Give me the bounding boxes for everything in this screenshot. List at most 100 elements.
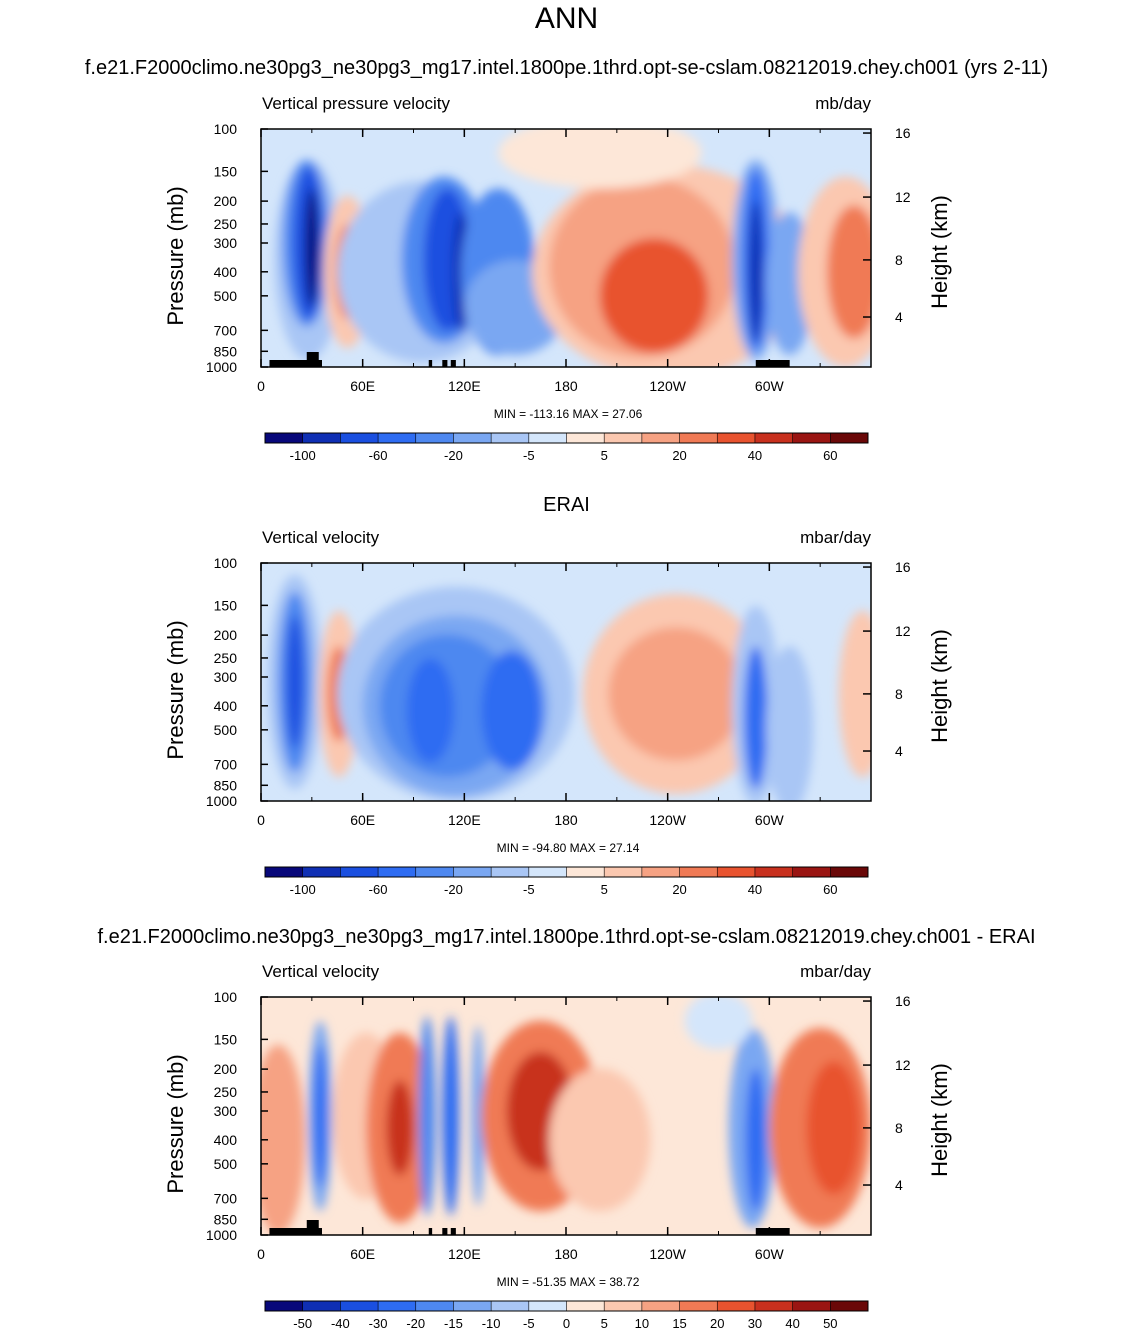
x-tick-label: 180 — [554, 812, 578, 828]
colorbar-label: -20 — [444, 882, 463, 897]
colorbar-swatch — [792, 1301, 831, 1311]
field-cell — [838, 610, 871, 778]
y-tick-label: 100 — [214, 989, 238, 1005]
terrain-bar — [769, 1228, 790, 1235]
y-tick-label: 250 — [214, 1084, 238, 1100]
height-tick-label: 8 — [895, 686, 903, 702]
colorbar-label: 15 — [672, 1316, 686, 1331]
colorbar-label: 60 — [823, 448, 837, 463]
y-tick-label: 500 — [214, 1156, 238, 1172]
panel-2-field — [261, 563, 871, 801]
y-tick-label: 700 — [214, 1190, 238, 1206]
field-cell — [749, 200, 763, 344]
colorbar-swatch — [641, 433, 681, 443]
colorbar-label: 5 — [601, 1316, 608, 1331]
colorbar-swatch — [528, 433, 567, 443]
x-tick-label: 180 — [554, 378, 578, 394]
height-tick-label: 16 — [895, 559, 911, 575]
x-tick-label: 60E — [350, 378, 375, 394]
field-cell — [599, 238, 709, 353]
terrain-bar — [755, 1228, 777, 1235]
y-tick-label: 200 — [214, 193, 238, 209]
x-tick-label: 180 — [554, 1246, 578, 1262]
colorbar-swatch — [453, 1301, 492, 1311]
height-axis-label: Height (km) — [927, 629, 952, 743]
colorbar-3: -50 -40 -30 -20 -15 -10 -5 0 5 10 15 20 30 40 50 — [264, 1300, 869, 1331]
y-tick-label: 850 — [214, 343, 238, 359]
terrain-bar — [755, 360, 777, 367]
colorbar-swatch — [491, 867, 530, 877]
colorbar-swatch — [415, 1301, 454, 1311]
colorbar-swatch — [453, 433, 492, 443]
field-cell — [826, 205, 871, 339]
height-tick-label: 12 — [895, 623, 911, 639]
x-tick-label: 60E — [350, 1246, 375, 1262]
y-tick-label: 300 — [214, 235, 238, 251]
colorbar-label: 40 — [785, 1316, 799, 1331]
panel2-right-label: mbar/day — [800, 528, 871, 547]
panel3-stats: MIN = -51.35 MAX = 38.72 — [496, 1275, 640, 1289]
field-cell — [498, 129, 702, 189]
diff-title: f.e21.F2000climo.ne30pg3_ne30pg3_mg17.in… — [97, 926, 1036, 948]
colorbar-label: -60 — [369, 882, 388, 897]
colorbar-swatch — [415, 867, 454, 877]
colorbar-swatch — [717, 433, 756, 443]
colorbar-swatch — [641, 867, 681, 877]
y-tick-label: 400 — [214, 264, 238, 280]
height-tick-label: 16 — [895, 993, 911, 1009]
colorbar-label: 60 — [823, 882, 837, 897]
x-tick-label: 120W — [649, 378, 686, 394]
colorbar-swatch — [830, 433, 869, 443]
colorbar-swatch — [754, 1301, 794, 1311]
colorbar-swatch — [830, 1301, 869, 1311]
field-cell — [745, 1068, 766, 1212]
colorbar-swatch — [604, 433, 643, 443]
field-cell — [286, 615, 304, 749]
colorbar-swatch — [679, 867, 718, 877]
colorbar-label: 20 — [672, 448, 686, 463]
y-tick-label: 100 — [214, 121, 238, 137]
colorbar-label: 0 — [563, 1316, 570, 1331]
panel-3-field — [261, 997, 871, 1235]
panel2-stats: MIN = -94.80 MAX = 27.14 — [496, 841, 640, 855]
x-tick-label: 60W — [755, 378, 785, 394]
field-cell — [313, 1044, 328, 1188]
colorbar-label: 50 — [823, 1316, 837, 1331]
colorbar-label: -50 — [293, 1316, 312, 1331]
y-tick-label: 700 — [214, 756, 238, 772]
colorbar-label: -60 — [369, 448, 388, 463]
panel-3: 0 60E 120E 180 120W 60W1001502002503004005007… — [163, 989, 952, 1331]
field-cell — [608, 627, 744, 761]
field-cell — [471, 1025, 485, 1207]
x-tick-label: 60W — [755, 812, 785, 828]
x-tick-label: 120E — [448, 1246, 481, 1262]
x-tick-label: 120W — [649, 1246, 686, 1262]
colorbar-label: 10 — [635, 1316, 649, 1331]
colorbar-label: -40 — [331, 1316, 350, 1331]
height-tick-label: 16 — [895, 125, 911, 141]
height-tick-label: 12 — [895, 1057, 911, 1073]
colorbar-label: -5 — [523, 1316, 535, 1331]
y-tick-label: 400 — [214, 1132, 238, 1148]
field-cell — [418, 1016, 436, 1216]
colorbar-label: -15 — [444, 1316, 463, 1331]
colorbar-swatch — [302, 433, 341, 443]
y-tick-label: 100 — [214, 555, 238, 571]
field-cell — [765, 646, 814, 801]
panel2-left-label: Vertical velocity — [262, 528, 380, 547]
colorbar-label: 20 — [672, 882, 686, 897]
terrain-bar — [288, 360, 322, 367]
height-tick-label: 4 — [895, 309, 903, 325]
terrain-bar — [428, 360, 433, 367]
x-tick-label: 120E — [448, 812, 481, 828]
colorbar-swatch — [754, 433, 794, 443]
panel-2: 0 60E 120E 180 120W 60W 100 150 200 250 300 400 500 7… — [163, 555, 952, 897]
colorbar-swatch — [265, 1301, 304, 1311]
height-tick-label: 8 — [895, 1120, 903, 1136]
y-tick-label: 1000 — [206, 359, 237, 375]
field-cell — [481, 651, 543, 771]
y-tick-label: 1000 — [206, 793, 237, 809]
colorbar-swatch — [717, 867, 756, 877]
field-cell — [305, 188, 319, 308]
colorbar-swatch — [566, 867, 605, 877]
